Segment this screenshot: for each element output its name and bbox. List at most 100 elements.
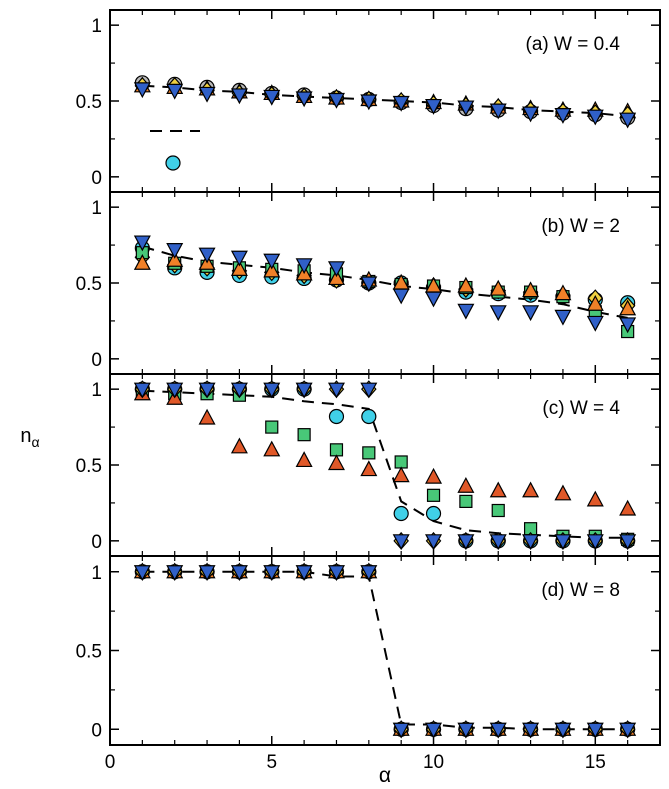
y-tick-label: 1 bbox=[91, 16, 102, 37]
data-point-triangle-down bbox=[198, 247, 216, 264]
panel-2: 0 0.5 1 (c) W = 4 bbox=[76, 373, 661, 557]
data-point-triangle-up bbox=[327, 269, 345, 286]
data-point-triangle-down bbox=[133, 565, 151, 582]
data-point-square bbox=[459, 494, 473, 508]
data-point-triangle-up bbox=[619, 499, 637, 516]
panel-label: (d) W = 8 bbox=[541, 580, 620, 601]
panels: 0 0.5 1 (a) W = 0.4 0 0.5 1 (b) W = 2 0 0.5 1 (c) W… bbox=[76, 9, 661, 773]
data-point-triangle-down bbox=[425, 291, 443, 308]
data-point-triangle-down bbox=[392, 95, 410, 112]
data-point-triangle-down bbox=[392, 722, 410, 739]
data-point-triangle-up bbox=[392, 466, 410, 483]
data-point-triangle-down bbox=[489, 722, 507, 739]
data-point-triangle-down bbox=[198, 86, 216, 103]
data-point-triangle-down bbox=[586, 109, 604, 126]
data-point-circle bbox=[361, 408, 377, 425]
data-point-circle bbox=[393, 505, 409, 522]
data-point-triangle-up bbox=[554, 284, 572, 301]
data-point-triangle-down bbox=[619, 112, 637, 129]
data-point-triangle-down bbox=[198, 382, 216, 399]
data-point-square bbox=[362, 446, 376, 460]
data-point-triangle-down bbox=[327, 92, 345, 109]
x-tick-label: 5 bbox=[266, 752, 277, 773]
data-point-square bbox=[297, 428, 311, 442]
data-point-triangle-down bbox=[230, 565, 248, 582]
data-point-triangle-down bbox=[295, 382, 313, 399]
data-point-triangle-down bbox=[295, 258, 313, 275]
data-point-square bbox=[426, 488, 441, 502]
y-axis-label-main: n bbox=[20, 425, 31, 447]
data-point-triangle-down bbox=[263, 253, 281, 270]
y-axis-label: nα bbox=[20, 425, 39, 450]
data-point-triangle-down bbox=[489, 534, 507, 551]
data-point-square bbox=[265, 420, 279, 434]
data-point-triangle-down bbox=[554, 722, 572, 739]
x-tick-label: 10 bbox=[423, 752, 444, 773]
data-point-triangle-down bbox=[522, 305, 540, 322]
average-line bbox=[142, 570, 628, 731]
y-tick-label: 0.5 bbox=[76, 642, 102, 663]
data-point-triangle-up bbox=[522, 281, 540, 298]
y-tick-label: 1 bbox=[91, 380, 102, 401]
data-point-triangle-down bbox=[457, 303, 475, 320]
data-point-triangle-up bbox=[198, 408, 216, 425]
data-point-triangle-down bbox=[133, 235, 151, 252]
data-point-triangle-down bbox=[263, 382, 281, 399]
panel-1: 0 0.5 1 (b) W = 2 bbox=[76, 191, 661, 375]
data-point-triangle-down bbox=[619, 722, 637, 739]
y-tick-label: 0 bbox=[91, 168, 102, 189]
data-point-triangle-down bbox=[327, 565, 345, 582]
x-tick-label: 0 bbox=[105, 752, 116, 773]
data-point-triangle-down bbox=[166, 83, 184, 100]
x-axis-label: α bbox=[379, 764, 391, 787]
data-point-triangle-up bbox=[489, 481, 507, 498]
average-line bbox=[142, 389, 628, 539]
data-point-triangle-down bbox=[166, 243, 184, 259]
data-point-triangle-up bbox=[457, 276, 475, 293]
data-point-triangle-down bbox=[522, 534, 540, 551]
data-point-triangle-up bbox=[425, 467, 443, 484]
y-tick-label: 0.5 bbox=[76, 92, 102, 113]
data-point-triangle-down bbox=[230, 250, 248, 267]
data-point-triangle-down bbox=[198, 565, 216, 582]
x-tick-label: 15 bbox=[585, 752, 606, 773]
y-tick-label: 1 bbox=[91, 563, 102, 584]
data-point-triangle-down bbox=[425, 722, 443, 739]
data-point-triangle-down bbox=[360, 565, 378, 582]
data-point-triangle-down bbox=[327, 382, 345, 399]
average-line bbox=[142, 245, 628, 319]
data-point-triangle-up bbox=[133, 254, 151, 270]
data-point-triangle-down bbox=[295, 91, 313, 108]
data-point-triangle-up bbox=[619, 299, 637, 316]
y-tick-label: 0.5 bbox=[76, 274, 102, 295]
data-point-triangle-down bbox=[554, 108, 572, 124]
panel-3: 0 0.5 1 (d) W = 8 bbox=[76, 555, 661, 746]
data-point-triangle-down bbox=[619, 534, 637, 551]
data-point-triangle-down bbox=[554, 309, 572, 326]
data-point-triangle-down bbox=[489, 103, 507, 120]
data-point-triangle-up bbox=[360, 460, 378, 477]
data-point-triangle-down bbox=[554, 534, 572, 551]
data-point-triangle-down bbox=[522, 722, 540, 739]
data-point-square bbox=[329, 443, 344, 457]
data-point-triangle-down bbox=[230, 382, 248, 399]
data-point-triangle-down bbox=[489, 305, 507, 322]
data-point-triangle-down bbox=[295, 565, 313, 582]
data-point-triangle-up bbox=[327, 454, 345, 471]
data-point-triangle-up bbox=[586, 490, 604, 507]
y-tick-label: 0 bbox=[91, 532, 102, 553]
data-point-triangle-down bbox=[392, 288, 410, 305]
data-point-triangle-down bbox=[586, 315, 604, 332]
data-point-triangle-up bbox=[263, 440, 281, 457]
data-point-triangle-up bbox=[554, 484, 572, 501]
legend bbox=[150, 130, 200, 171]
data-point-triangle-up bbox=[489, 279, 507, 296]
data-point-circle bbox=[328, 408, 345, 425]
data-point-triangle-down bbox=[457, 722, 475, 739]
data-point-triangle-up bbox=[263, 261, 281, 278]
data-point-triangle-down bbox=[522, 106, 540, 123]
data-point-triangle-up bbox=[166, 250, 184, 267]
data-point-triangle-up bbox=[230, 260, 248, 276]
data-point-triangle-up bbox=[522, 481, 540, 498]
